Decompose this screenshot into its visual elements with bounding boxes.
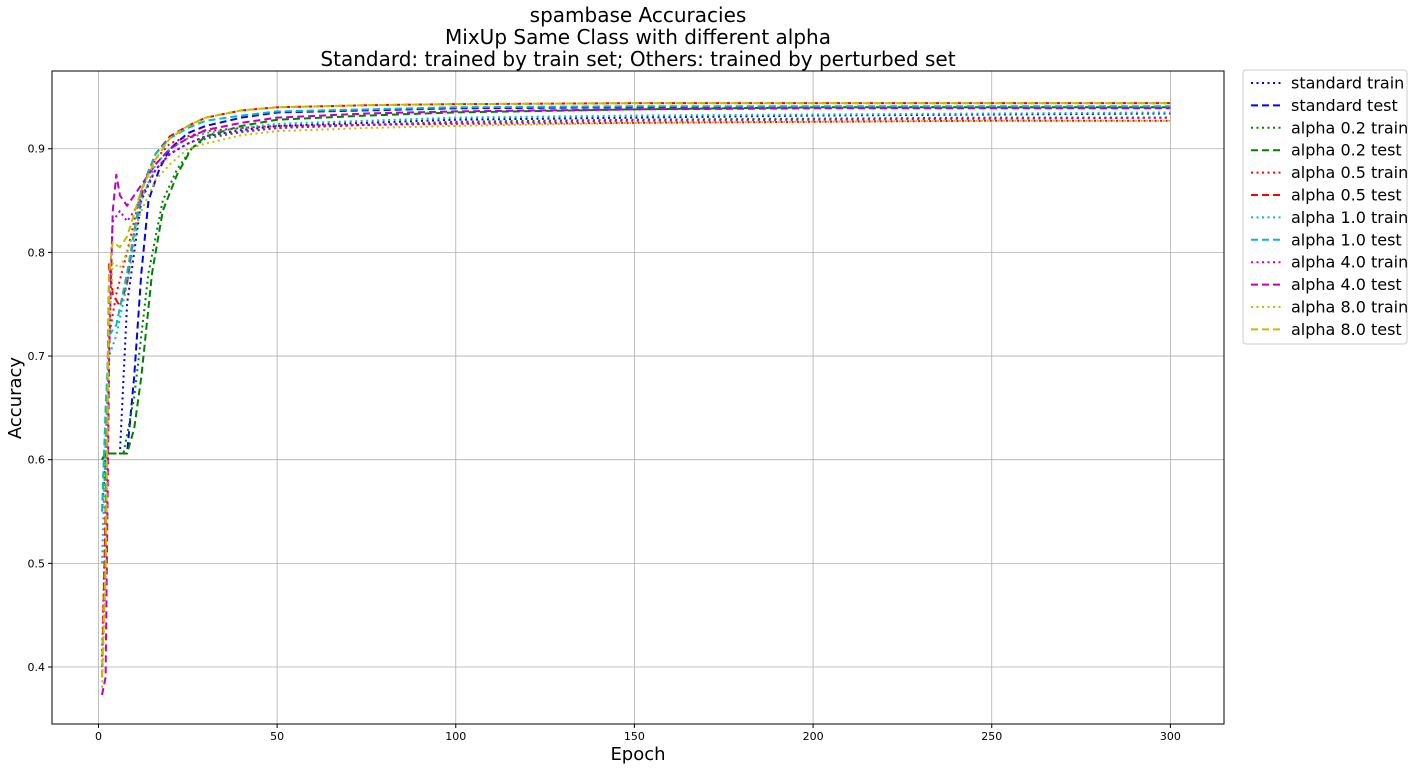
y-tick-label: 0.4 — [28, 661, 46, 674]
plot-area-frame — [51, 70, 1225, 725]
y-tick-label: 0.8 — [28, 246, 46, 259]
legend-label: standard train — [1291, 74, 1404, 93]
chart-title-line-3: Standard: trained by train set; Others: … — [320, 47, 955, 71]
x-tick-label: 100 — [445, 730, 466, 743]
series-lines — [101, 102, 1171, 696]
x-axis-label: Epoch — [610, 744, 665, 765]
series-line-standard-test — [101, 106, 1171, 461]
y-tick-label: 0.5 — [28, 557, 46, 570]
x-tick-label: 200 — [803, 730, 824, 743]
y-tick-label: 0.9 — [28, 143, 46, 156]
legend-label: alpha 0.5 train — [1291, 163, 1408, 182]
x-tick-label: 300 — [1160, 730, 1181, 743]
chart-title-line-2: MixUp Same Class with different alpha — [445, 25, 831, 49]
legend-label: alpha 0.2 train — [1291, 118, 1408, 137]
legend-label: alpha 8.0 test — [1291, 320, 1402, 339]
series-line-alpha-1-0-test — [101, 105, 1171, 512]
chart-legend: standard train standard test alpha 0.2 tra… — [1242, 69, 1408, 345]
x-axis-ticks: 0 50 100 150 200 250 300 — [95, 724, 1181, 743]
series-line-alpha-0-2-test — [101, 106, 1171, 461]
series-line-standard-train — [101, 112, 1171, 512]
series-line-alpha-0-2-train — [101, 116, 1171, 512]
y-tick-label: 0.6 — [28, 454, 46, 467]
grid-lines — [52, 71, 1224, 724]
series-line-alpha-8-0-train — [101, 119, 1171, 688]
legend-label: alpha 4.0 test — [1291, 275, 1402, 294]
series-line-alpha-4-0-test — [101, 107, 1171, 696]
chart-title-line-1: spambase Accuracies — [530, 3, 747, 27]
x-tick-label: 250 — [981, 730, 1002, 743]
x-tick-label: 150 — [624, 730, 645, 743]
y-tick-label: 0.7 — [28, 350, 46, 363]
x-tick-label: 50 — [270, 730, 284, 743]
series-line-alpha-1-0-train — [101, 111, 1171, 564]
legend-label: alpha 0.2 test — [1291, 141, 1402, 160]
legend-label: alpha 1.0 train — [1291, 208, 1408, 227]
legend-label: alpha 4.0 train — [1291, 253, 1408, 272]
legend-label: alpha 8.0 train — [1291, 298, 1408, 317]
x-tick-label: 0 — [95, 730, 102, 743]
legend-frame — [1242, 69, 1408, 345]
legend-label: standard test — [1291, 96, 1398, 115]
legend-label: alpha 1.0 test — [1291, 230, 1402, 249]
legend-label: alpha 0.5 test — [1291, 186, 1402, 205]
y-axis-label: Accuracy — [5, 357, 26, 440]
series-line-alpha-4-0-train — [101, 116, 1171, 668]
y-axis-ticks: 0.4 0.5 0.6 0.7 0.8 0.9 — [28, 143, 52, 674]
series-line-alpha-8-0-test — [101, 102, 1171, 678]
